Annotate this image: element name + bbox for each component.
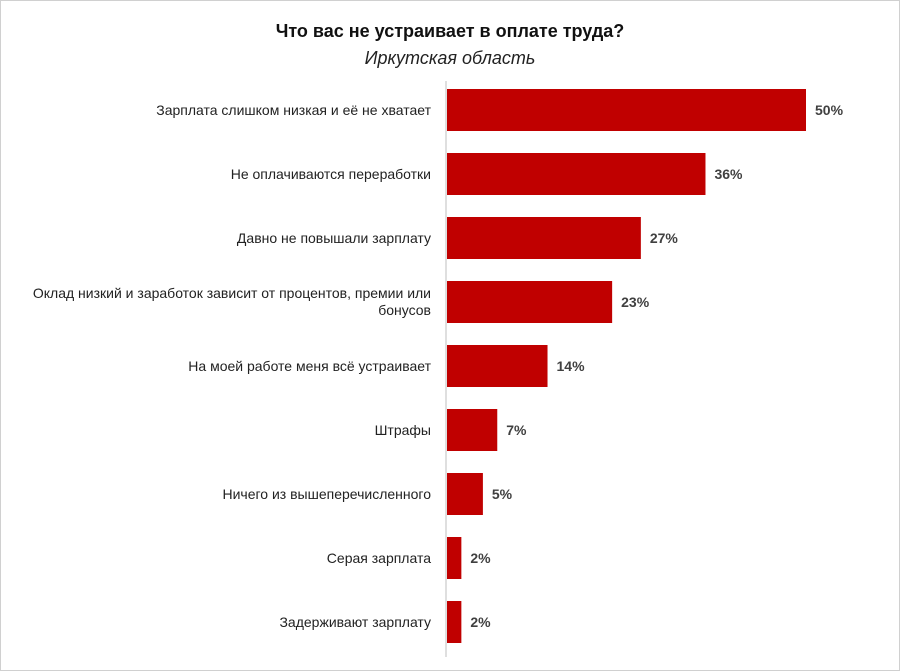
bar: [447, 217, 641, 259]
category-label: Задерживают зарплату: [279, 613, 431, 630]
value-label: 7%: [506, 422, 527, 438]
bar: [447, 345, 548, 387]
value-label: 5%: [492, 486, 513, 502]
bar: [447, 153, 706, 195]
category-label: Давно не повышали зарплату: [236, 229, 431, 246]
value-label: 14%: [557, 358, 586, 374]
value-label: 27%: [650, 230, 679, 246]
value-label: 23%: [621, 294, 650, 310]
bar: [447, 601, 462, 643]
bar: [447, 409, 498, 451]
value-label: 2%: [470, 614, 491, 630]
category-label: Серая зарплата: [326, 549, 431, 566]
value-label: 36%: [714, 166, 743, 182]
bar: [447, 473, 483, 515]
value-label: 50%: [815, 102, 844, 118]
value-label: 2%: [470, 550, 491, 566]
bar: [447, 89, 806, 131]
category-label: Ничего из вышеперечисленного: [222, 485, 431, 502]
chart-title: Что вас не устраивает в оплате труда?: [275, 21, 625, 41]
category-label: Оклад низкий и заработок зависит от проц…: [32, 285, 431, 318]
chart-subtitle: Иркутская область: [364, 48, 536, 68]
category-label: Зарплата слишком низкая и её не хватает: [156, 101, 431, 118]
bar: [447, 537, 462, 579]
category-label: Штрафы: [374, 421, 431, 438]
bar: [447, 281, 613, 323]
category-label: На моей работе меня всё устраивает: [188, 357, 431, 374]
category-label: Не оплачиваются переработки: [230, 165, 431, 182]
